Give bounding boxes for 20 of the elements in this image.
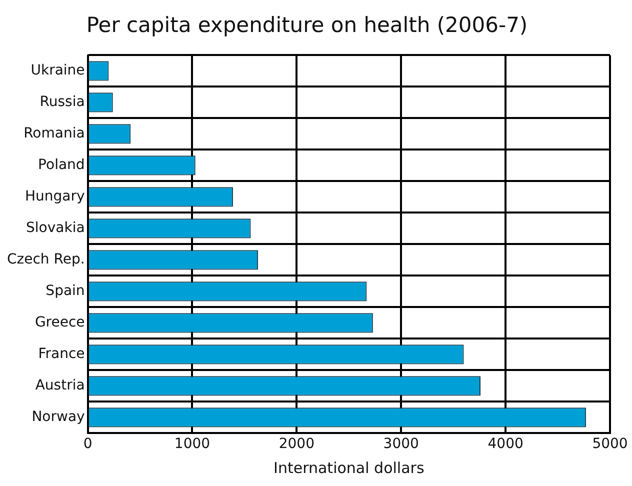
y-tick-label: Norway [32,409,85,426]
x-tick-label: 0 [83,436,92,452]
y-tick-label: Ukraine [30,62,85,79]
y-tick-label: Poland [38,157,85,174]
y-tick-label: Greece [34,314,85,331]
y-tick-label: France [38,346,85,362]
y-tick-label: Romania [24,126,85,142]
y-tick-label: Hungary [25,188,85,205]
y-tick-label: Spain [46,283,85,300]
chart-title: Per capita expenditure on health (2006-7) [86,13,528,38]
y-tick-label: Czech Rep. [6,252,85,268]
x-tick-label: 3000 [383,436,419,452]
x-tick-label: 4000 [488,436,524,452]
y-tick-label: Slovakia [26,220,85,236]
x-tick-label: 1000 [174,436,210,452]
y-tick-label: Austria [35,378,85,394]
x-tick-label: 5000 [592,436,628,452]
x-tick-label: 2000 [278,436,315,452]
y-tick-label: Russia [40,94,85,110]
x-axis-title: International dollars [274,458,424,477]
